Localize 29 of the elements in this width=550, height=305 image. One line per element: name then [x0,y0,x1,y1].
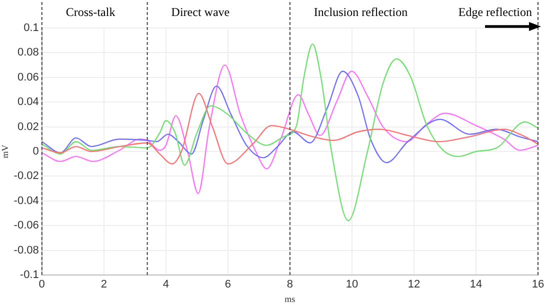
y-tick-label: 0.02 [17,120,39,133]
ref-line-label: Edge reflection [458,5,532,20]
ref-line-label: Direct wave [171,5,230,20]
y-tick-label: 0.06 [17,71,39,84]
x-tick-label: 8 [286,278,293,291]
y-tick-label: 0.1 [24,22,39,34]
y-tick-label: 0.08 [17,46,39,59]
y-tick-label: -0.08 [14,244,39,256]
x-tick-label: 10 [346,278,358,291]
y-axis-title: mV [0,144,10,158]
y-tick-label: 0 [32,146,39,158]
ref-line-label: Cross-talk [66,5,116,20]
line-series [42,92,538,164]
x-axis-title: ms [284,294,296,304]
y-tick-label: -0.02 [14,170,39,182]
x-tick-label: 16 [532,278,544,291]
x-tick-label: 2 [100,278,107,291]
y-tick-label: 0.04 [17,96,39,108]
y-tick-label: -0.04 [14,194,39,207]
x-tick-label: 4 [162,278,169,291]
x-tick-label: 12 [408,278,420,291]
y-tick-label: -0.1 [20,269,39,282]
y-tick-label: -0.06 [14,220,39,232]
line-series [42,70,538,164]
line-series [42,64,538,194]
ref-line-label: Inclusion reflection [314,5,408,20]
line-series [42,43,538,222]
x-tick-label: 14 [470,278,482,291]
x-tick-label: 6 [224,278,231,291]
